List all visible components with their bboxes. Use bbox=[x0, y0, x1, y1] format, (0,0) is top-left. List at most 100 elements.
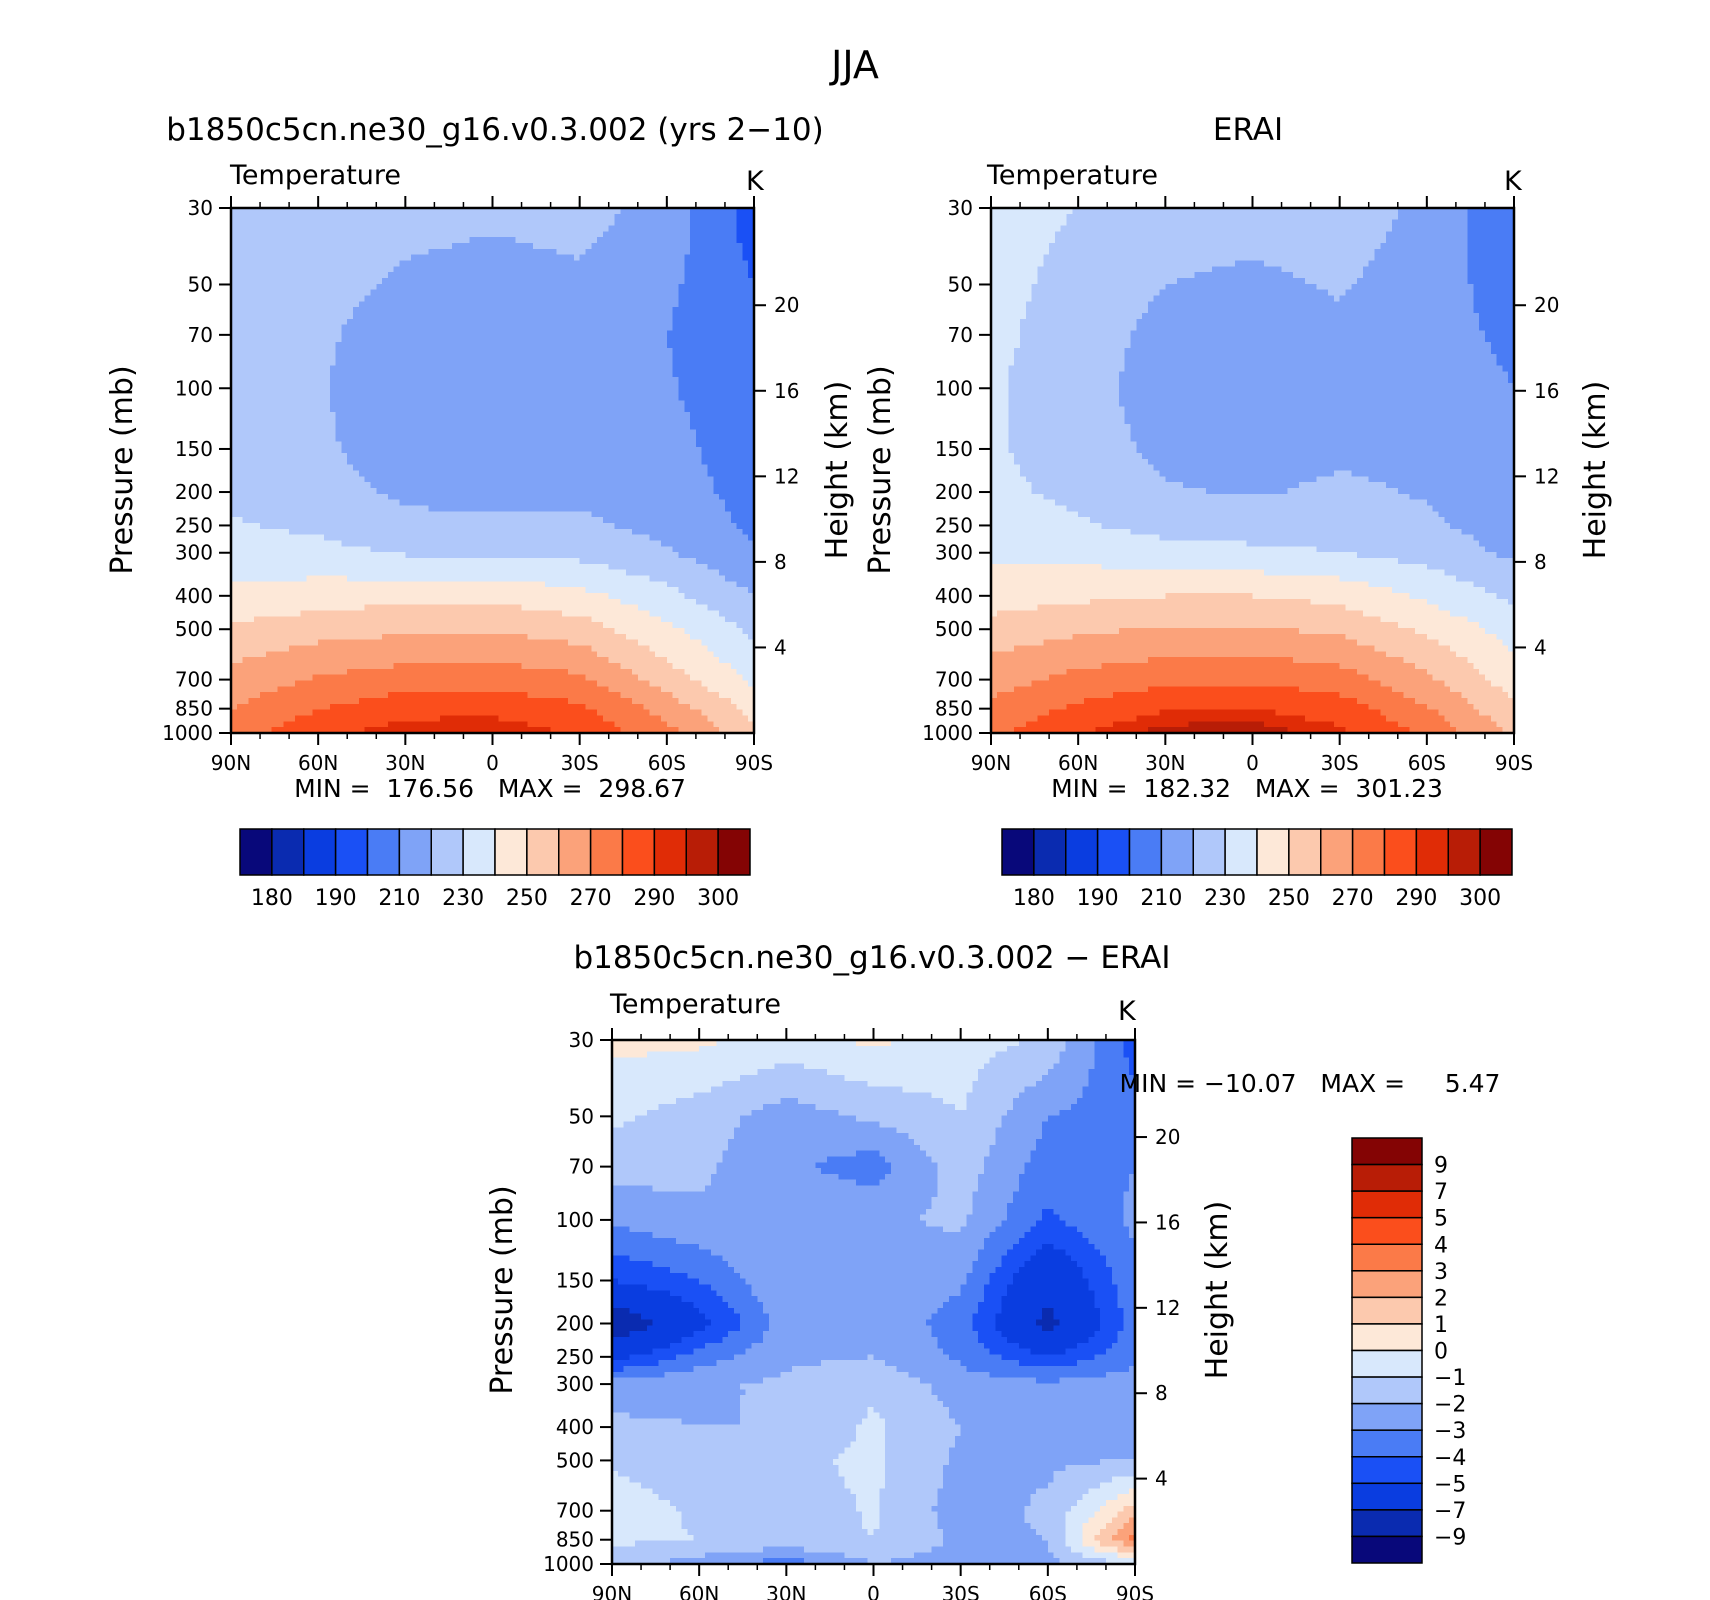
contour-cell bbox=[307, 488, 313, 494]
contour-cell bbox=[318, 500, 324, 506]
contour-cell bbox=[318, 220, 324, 226]
contour-cell bbox=[417, 284, 423, 290]
contour-cell bbox=[429, 255, 435, 261]
contour-cell bbox=[649, 336, 655, 342]
contour-cell bbox=[655, 307, 661, 313]
contour-cell bbox=[620, 447, 626, 453]
contour-cell bbox=[301, 447, 307, 453]
contour-cell bbox=[394, 389, 400, 395]
contour-cell bbox=[388, 523, 394, 529]
contour-cell bbox=[394, 494, 400, 500]
contour-cell bbox=[365, 220, 371, 226]
contour-cell bbox=[475, 331, 481, 337]
contour-cell bbox=[283, 406, 289, 412]
contour-cell bbox=[301, 517, 307, 523]
contour-cell bbox=[312, 325, 318, 331]
contour-cell bbox=[423, 506, 429, 512]
contour-cell bbox=[667, 290, 673, 296]
contour-cell bbox=[266, 266, 272, 272]
contour-cell bbox=[272, 220, 278, 226]
contour-cell bbox=[545, 412, 551, 418]
contour-cell bbox=[678, 465, 684, 471]
contour-cell bbox=[388, 418, 394, 424]
contour-cell bbox=[388, 447, 394, 453]
contour-cell bbox=[324, 255, 330, 261]
contour-cell bbox=[516, 436, 522, 442]
contour-cell bbox=[737, 453, 743, 459]
contour-cell bbox=[580, 307, 586, 313]
contour-cell bbox=[487, 395, 493, 401]
contour-cell bbox=[690, 336, 696, 342]
contour-cell bbox=[347, 307, 353, 313]
contour-cell bbox=[475, 471, 481, 477]
contour-cell bbox=[260, 465, 266, 471]
contour-cell bbox=[417, 255, 423, 261]
contour-cell bbox=[463, 389, 469, 395]
contour-cell bbox=[655, 459, 661, 465]
contour-cell bbox=[260, 313, 266, 319]
contour-cell bbox=[673, 500, 679, 506]
contour-cell bbox=[510, 471, 516, 477]
contour-cell bbox=[446, 348, 452, 354]
contour-cell bbox=[353, 494, 359, 500]
contour-cell bbox=[591, 313, 597, 319]
contour-cell bbox=[667, 418, 673, 424]
contour-cell bbox=[336, 465, 342, 471]
contour-cell bbox=[376, 261, 382, 267]
contour-cell bbox=[469, 296, 475, 302]
contour-cell bbox=[248, 441, 254, 447]
contour-cell bbox=[562, 436, 568, 442]
contour-cell bbox=[574, 214, 580, 220]
contour-cell bbox=[527, 371, 533, 377]
contour-cell bbox=[504, 453, 510, 459]
contour-cell bbox=[539, 523, 545, 529]
contour-cell bbox=[597, 290, 603, 296]
contour-cell bbox=[725, 488, 731, 494]
contour-cell bbox=[667, 266, 673, 272]
contour-cell bbox=[556, 436, 562, 442]
contour-cell bbox=[365, 313, 371, 319]
contour-cell bbox=[376, 325, 382, 331]
contour-cell bbox=[568, 424, 574, 430]
contour-cell bbox=[248, 266, 254, 272]
contour-cell bbox=[382, 383, 388, 389]
contour-cell bbox=[522, 459, 528, 465]
contour-cell bbox=[609, 371, 615, 377]
contour-cell bbox=[667, 389, 673, 395]
contour-cell bbox=[719, 231, 725, 237]
contour-cell bbox=[394, 371, 400, 377]
contour-cell bbox=[591, 406, 597, 412]
contour-cell bbox=[260, 255, 266, 261]
contour-cell bbox=[516, 523, 522, 529]
contour-cell bbox=[696, 237, 702, 243]
contour-cell bbox=[382, 500, 388, 506]
contour-cell bbox=[562, 214, 568, 220]
contour-cell bbox=[272, 231, 278, 237]
contour-cell bbox=[527, 441, 533, 447]
contour-cell bbox=[493, 354, 499, 360]
contour-cell bbox=[580, 389, 586, 395]
contour-cell bbox=[452, 226, 458, 232]
contour-cell bbox=[620, 482, 626, 488]
contour-cell bbox=[423, 261, 429, 267]
contour-cell bbox=[690, 220, 696, 226]
contour-cell bbox=[498, 471, 504, 477]
contour-cell bbox=[405, 430, 411, 436]
contour-cell bbox=[708, 389, 714, 395]
contour-cell bbox=[731, 354, 737, 360]
contour-cell bbox=[272, 406, 278, 412]
contour-cell bbox=[365, 476, 371, 482]
contour-cell bbox=[667, 430, 673, 436]
contour-cell bbox=[353, 529, 359, 535]
contour-cell bbox=[417, 336, 423, 342]
contour-cell bbox=[307, 482, 313, 488]
contour-cell bbox=[626, 482, 632, 488]
contour-cell bbox=[376, 506, 382, 512]
contour-cell bbox=[237, 441, 243, 447]
contour-cell bbox=[429, 459, 435, 465]
contour-cell bbox=[510, 296, 516, 302]
contour-cell bbox=[684, 482, 690, 488]
contour-cell bbox=[324, 377, 330, 383]
contour-cell bbox=[277, 226, 283, 232]
contour-cell bbox=[708, 471, 714, 477]
